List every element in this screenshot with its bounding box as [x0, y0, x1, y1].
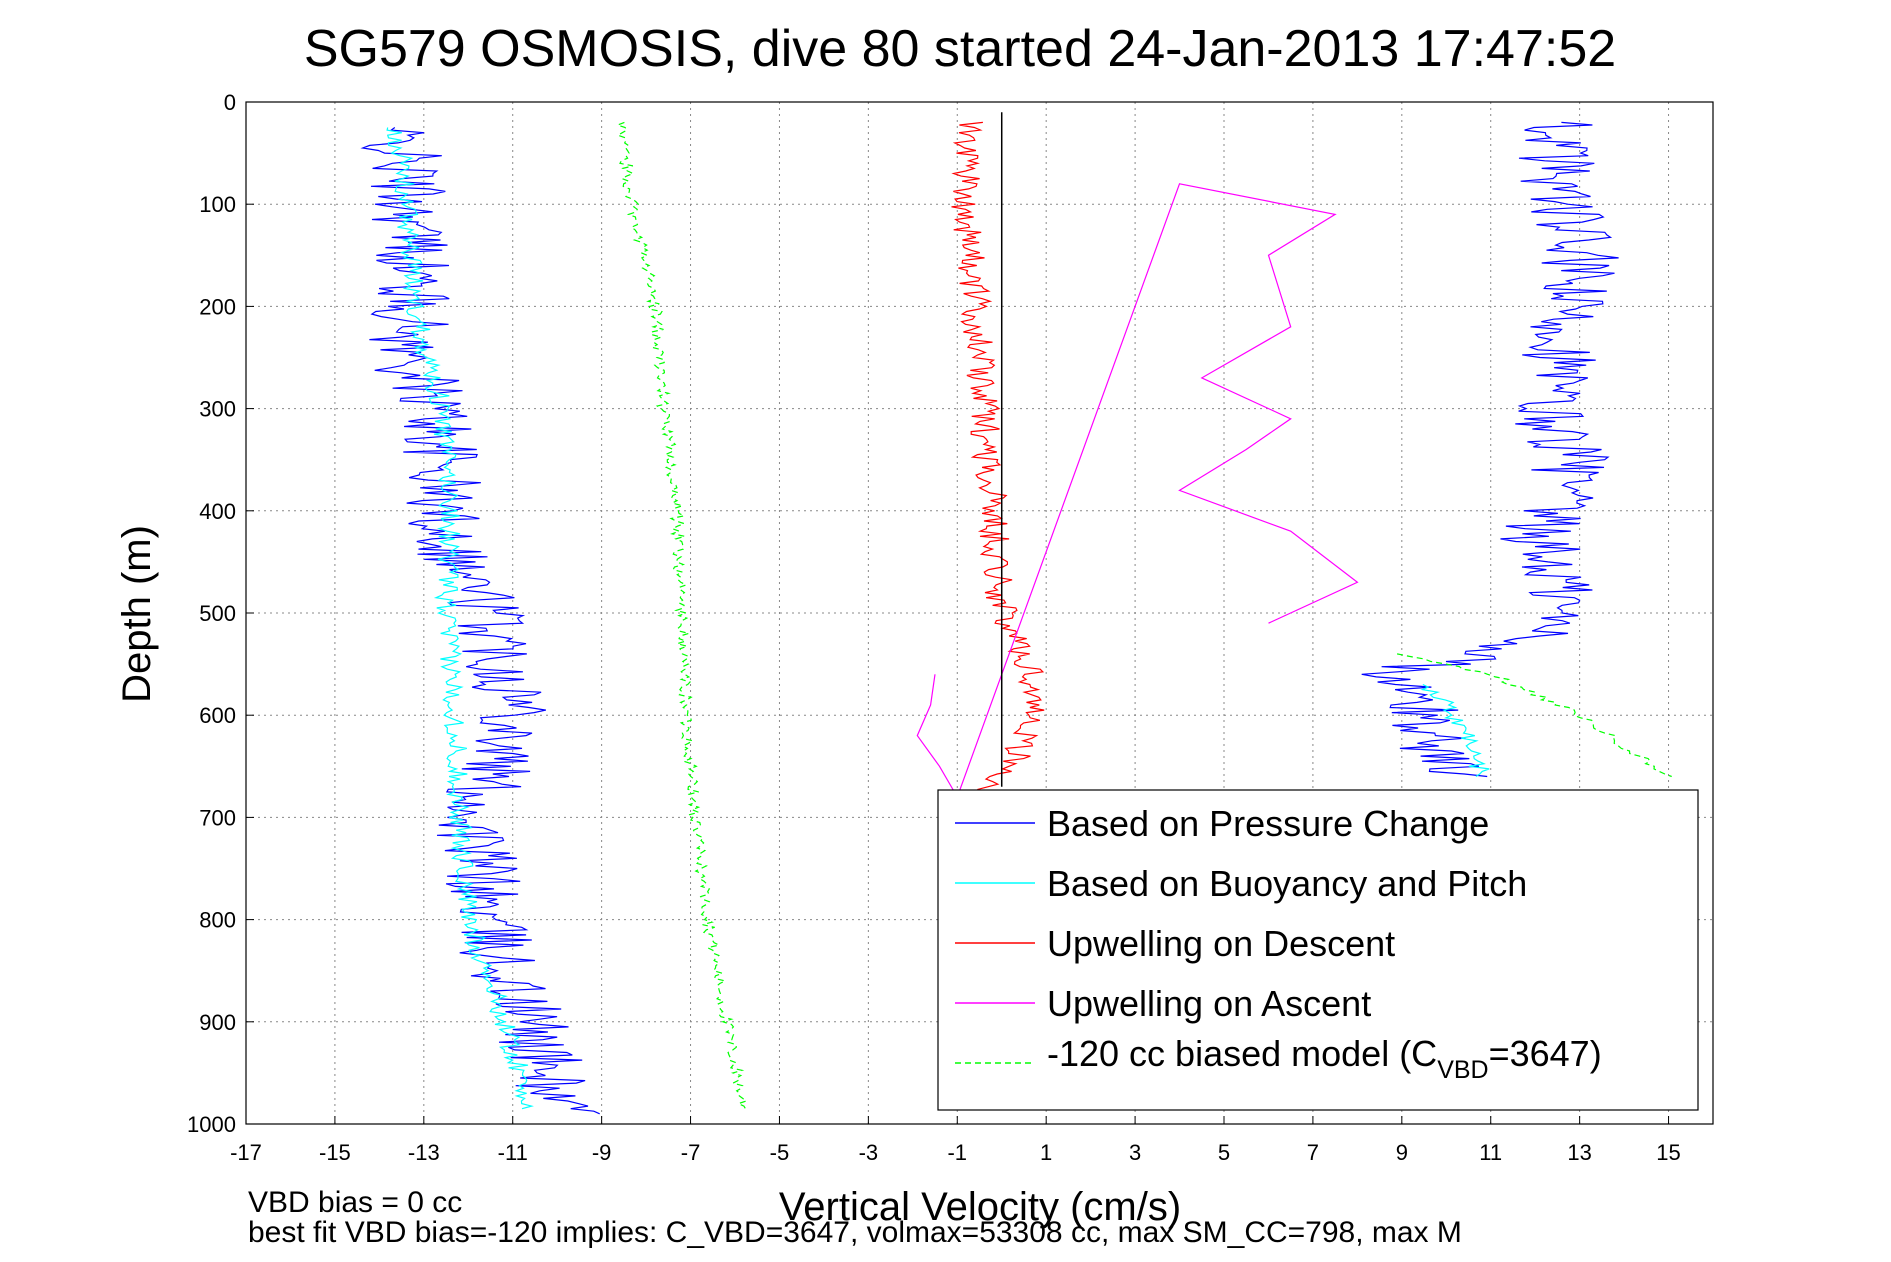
- series-0-descent-line: [360, 127, 600, 1115]
- series-3-trace-line: [916, 183, 1359, 799]
- legend-label-upwelling-descent: Upwelling on Descent: [1047, 923, 1395, 964]
- note-best-fit: best fit VBD bias=-120 implies: C_VBD=36…: [248, 1216, 1462, 1249]
- y-tick-label: 200: [199, 294, 236, 319]
- series-0-ascent-line: [1361, 121, 1619, 778]
- y-tick-label: 1000: [187, 1112, 236, 1137]
- y-ticks: 0 100 200 300 400 500 600 700 800 900 1000: [187, 90, 254, 1137]
- y-tick-label: 800: [199, 908, 236, 933]
- x-tick-label: 3: [1129, 1140, 1141, 1165]
- x-tick-label: -9: [592, 1140, 612, 1165]
- y-tick-label: 300: [199, 397, 236, 422]
- legend-label-upwelling-ascent: Upwelling on Ascent: [1047, 983, 1371, 1024]
- y-axis-label: Depth (m): [115, 525, 159, 703]
- x-tick-label: 7: [1307, 1140, 1319, 1165]
- x-tick-label: 9: [1396, 1140, 1408, 1165]
- y-tick-label: 600: [199, 703, 236, 728]
- x-tick-label: -15: [319, 1140, 351, 1165]
- x-tick-label: 5: [1218, 1140, 1230, 1165]
- series-4-descent-line: [615, 121, 748, 1110]
- series-1-descent-line: [386, 127, 534, 1110]
- y-tick-label: 500: [199, 601, 236, 626]
- series-2: [951, 121, 1045, 798]
- legend-box: [937, 789, 1699, 1111]
- x-tick-label: 13: [1567, 1140, 1591, 1165]
- series-layer: [360, 121, 1672, 1115]
- series-4: [615, 121, 1672, 1110]
- series-1-ascent-line: [1420, 683, 1490, 778]
- series-0: [360, 121, 1619, 1115]
- legend: Based on Pressure Change Based on Buoyan…: [937, 789, 1699, 1111]
- x-tick-label: -11: [498, 1140, 528, 1165]
- x-axis-label: Vertical Velocity (cm/s): [779, 1185, 1181, 1229]
- x-tick-label: 11: [1479, 1140, 1502, 1165]
- legend-label-pressure-change: Based on Pressure Change: [1047, 803, 1489, 844]
- series-3: [916, 183, 1359, 799]
- x-tick-label: -1: [947, 1140, 967, 1165]
- x-tick-label: -17: [230, 1140, 262, 1165]
- grid: [246, 102, 1713, 1124]
- series-1: [386, 127, 1490, 1110]
- y-tick-label: 400: [199, 499, 236, 524]
- note-vbd-bias: VBD bias = 0 cc: [248, 1186, 462, 1219]
- x-tick-label: 15: [1656, 1140, 1680, 1165]
- y-tick-label: 100: [199, 192, 236, 217]
- legend-label-biased-model: -120 cc biased model (CVBD=3647): [1047, 1033, 1602, 1084]
- y-tick-label: 900: [199, 1010, 236, 1035]
- legend-label-biased-model-suffix: =3647): [1489, 1033, 1602, 1074]
- x-tick-label: -7: [681, 1140, 701, 1165]
- series-4-ascent-line: [1396, 653, 1672, 778]
- legend-label-biased-model-sub: VBD: [1437, 1056, 1488, 1084]
- y-tick-label: 700: [199, 805, 236, 830]
- chart-title: SG579 OSMOSIS, dive 80 started 24-Jan-20…: [304, 20, 1616, 78]
- legend-label-buoyancy-pitch: Based on Buoyancy and Pitch: [1047, 863, 1527, 904]
- y-tick-label: 0: [224, 90, 236, 115]
- series-2-trace-line: [951, 121, 1045, 798]
- x-tick-label: -5: [770, 1140, 790, 1165]
- x-tick-label: 1: [1040, 1140, 1052, 1165]
- x-tick-label: -13: [408, 1140, 440, 1165]
- x-ticks: -17 -15 -13 -11 -9 -7 -5 -3 -1 1 3 5 7 9 11 13 15: [230, 1116, 1681, 1165]
- legend-label-biased-model-prefix: -120 cc biased model (C: [1047, 1033, 1437, 1074]
- x-tick-label: -3: [859, 1140, 879, 1165]
